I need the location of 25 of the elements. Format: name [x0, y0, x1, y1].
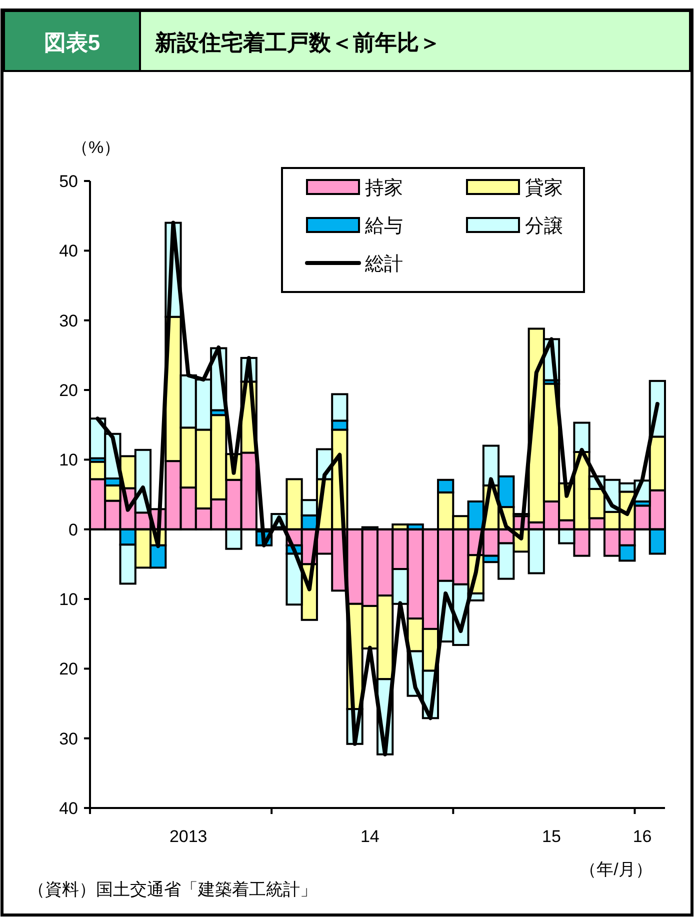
y-tick-label: 20 — [59, 381, 78, 400]
legend-label: 総計 — [364, 254, 403, 275]
x-tick-label: 14 — [360, 827, 380, 846]
y-tick-label: 40 — [59, 242, 78, 261]
y-axis-title: （%） — [71, 138, 121, 157]
y-tick-label: 40 — [59, 799, 78, 818]
x-tick-label: 2013 — [169, 827, 208, 846]
y-tick-label: 30 — [59, 729, 78, 748]
legend-label: 貸家 — [525, 177, 563, 199]
text: （資料）国土交通省「建築着工統計」 — [28, 880, 317, 899]
y-tick-label: 50 — [59, 172, 78, 191]
bar — [225, 528, 242, 550]
legend-label: 分譲 — [525, 216, 563, 237]
x-tick-label: 15 — [542, 827, 561, 846]
x-axis-title: （年/月） — [580, 860, 652, 879]
chart-subtitle: 新設住宅着工戸数＜前年比＞ — [154, 30, 441, 55]
y-tick-label: 30 — [59, 311, 78, 330]
legend-label: 持家 — [365, 177, 403, 199]
y-tick-label: 0 — [68, 520, 78, 540]
y-tick-label: 10 — [59, 450, 78, 470]
y-tick-label: 10 — [59, 590, 78, 609]
legend-label: 給与 — [364, 216, 403, 237]
x-tick-label: 16 — [632, 827, 652, 846]
chart-title: 図表5 — [44, 30, 100, 55]
y-tick-label: 20 — [59, 660, 78, 679]
